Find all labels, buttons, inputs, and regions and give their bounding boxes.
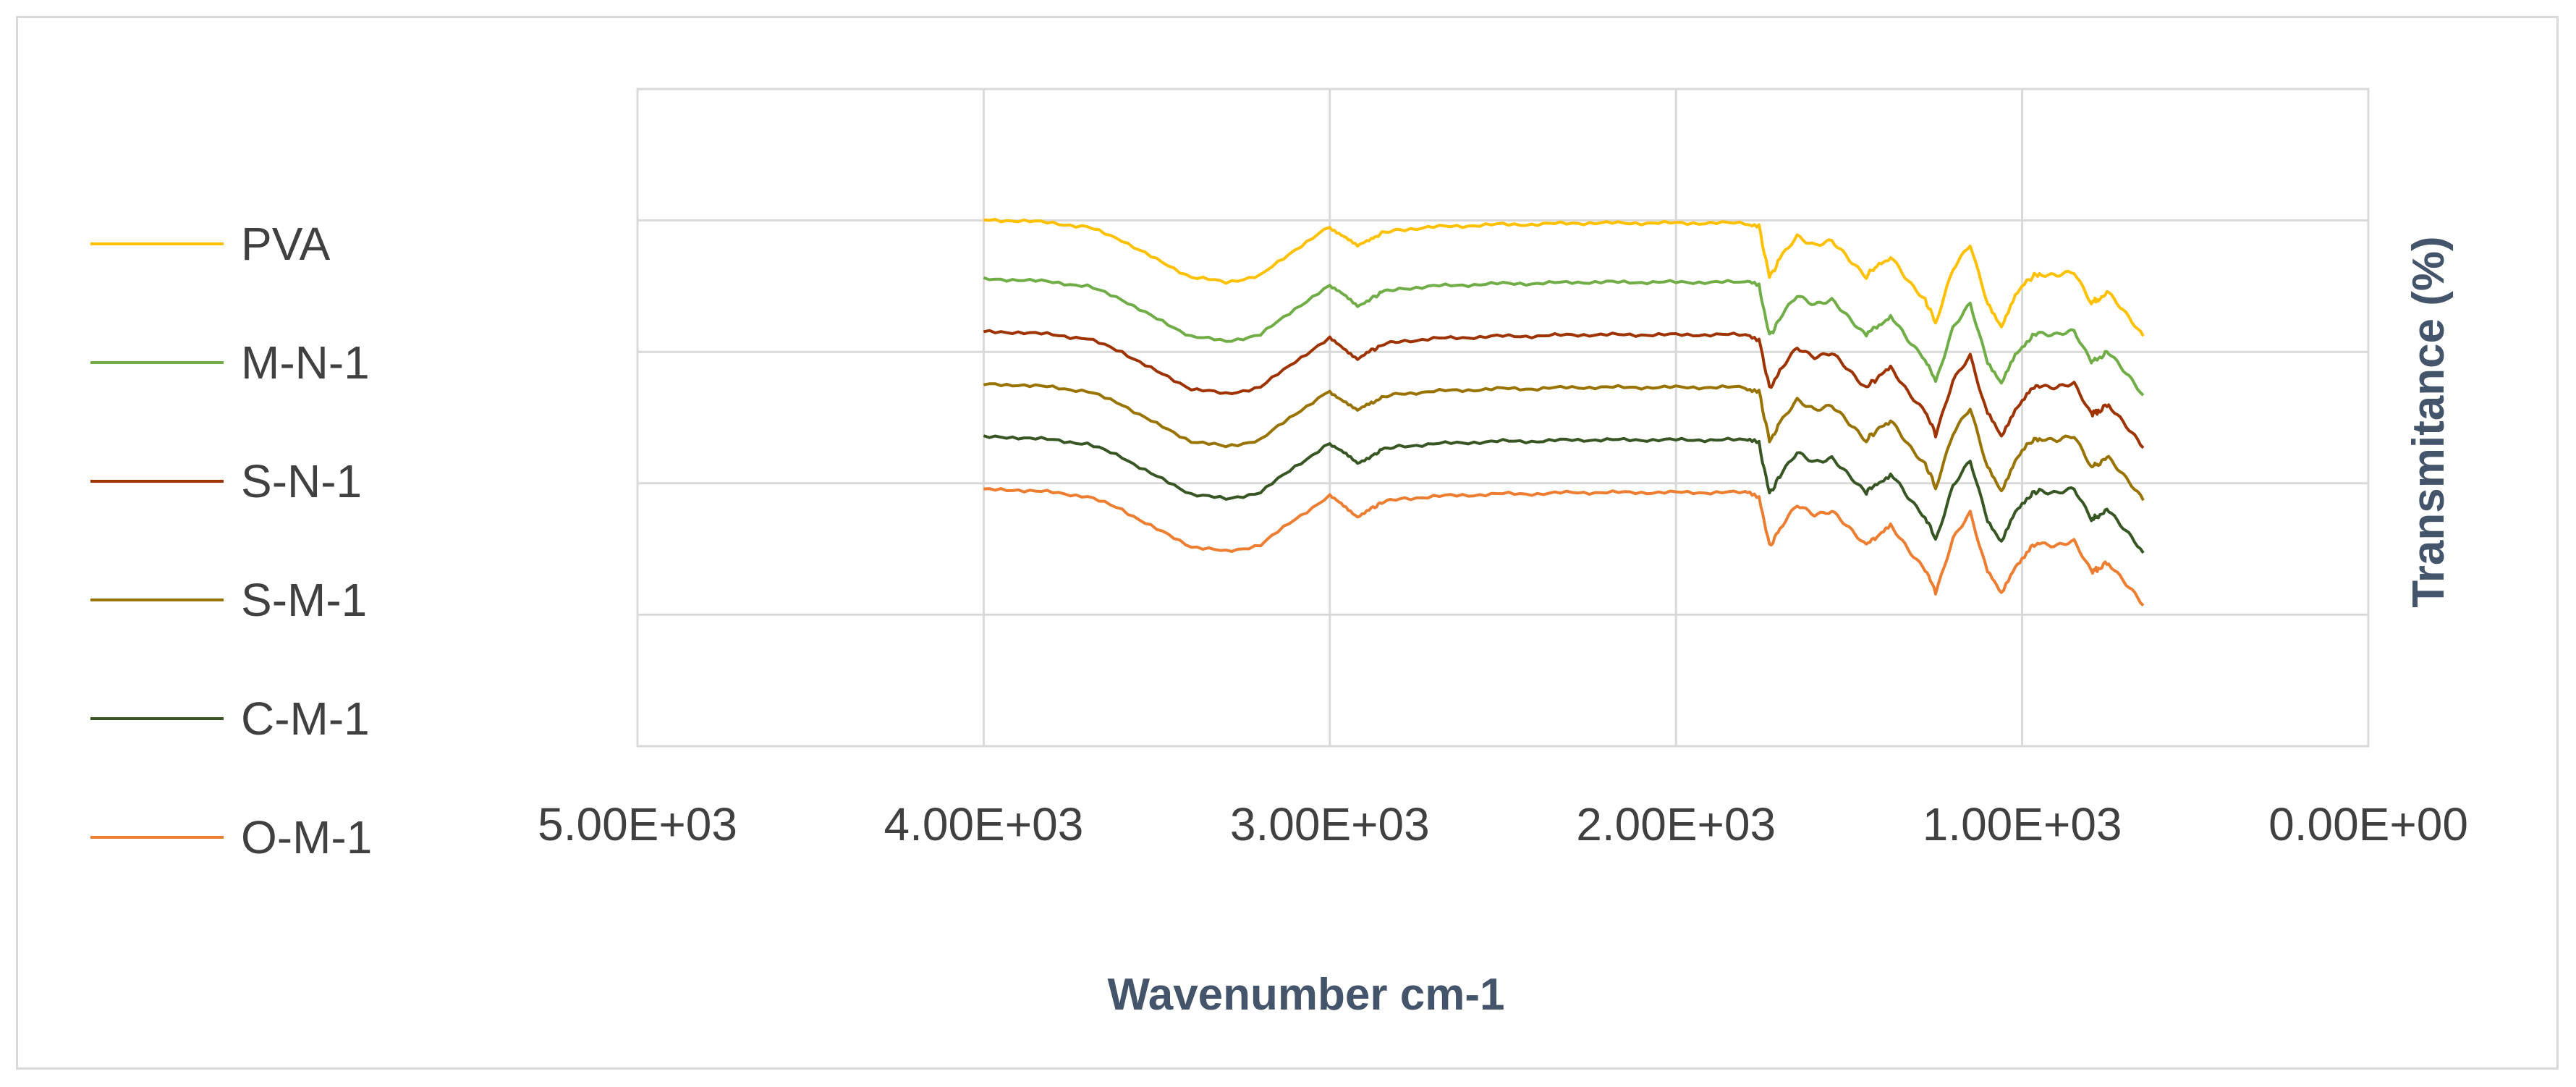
x-tick-label: 2.00E+03 [1576, 798, 1776, 850]
legend-label: PVA [241, 218, 331, 270]
chart-frame: 5.00E+03 4.00E+03 3.00E+03 2.00E+03 1.00E+03… [16, 16, 2559, 1070]
y-axis-title: Transmitance (%) [2404, 236, 2454, 607]
x-tick-label: 4.00E+03 [884, 798, 1083, 850]
grid-layer [636, 88, 2370, 748]
series-line-s-n-1 [983, 329, 2145, 449]
series-line-o-m-1 [983, 487, 2145, 607]
x-axis-title: Wavenumber cm-1 [1108, 970, 1505, 1020]
x-tick-labels: 5.00E+03 4.00E+03 3.00E+03 2.00E+03 1.00E+03… [538, 798, 2468, 850]
legend-label: S-M-1 [241, 574, 367, 626]
series-line-s-m-1 [983, 382, 2145, 502]
series-line-pva [983, 218, 2145, 337]
x-tick-label: 1.00E+03 [1923, 798, 2122, 850]
legend-label: M-N-1 [241, 337, 370, 389]
plot-area-border [636, 88, 2370, 748]
legend: PVA M-N-1 S-N-1 S-M-1 C-M-1 O-M-1 [90, 218, 372, 863]
legend-label: S-N-1 [241, 455, 362, 507]
chart-svg: 5.00E+03 4.00E+03 3.00E+03 2.00E+03 1.00E+03… [90, 88, 2468, 1020]
x-tick-label: 5.00E+03 [538, 798, 737, 850]
legend-label: C-M-1 [241, 693, 370, 745]
series-layer [983, 218, 2145, 607]
series-line-m-n-1 [983, 276, 2145, 397]
series-line-c-m-1 [983, 434, 2145, 554]
legend-label: O-M-1 [241, 811, 372, 863]
x-tick-label: 3.00E+03 [1230, 798, 1430, 850]
x-tick-label: 0.00E+00 [2268, 798, 2468, 850]
